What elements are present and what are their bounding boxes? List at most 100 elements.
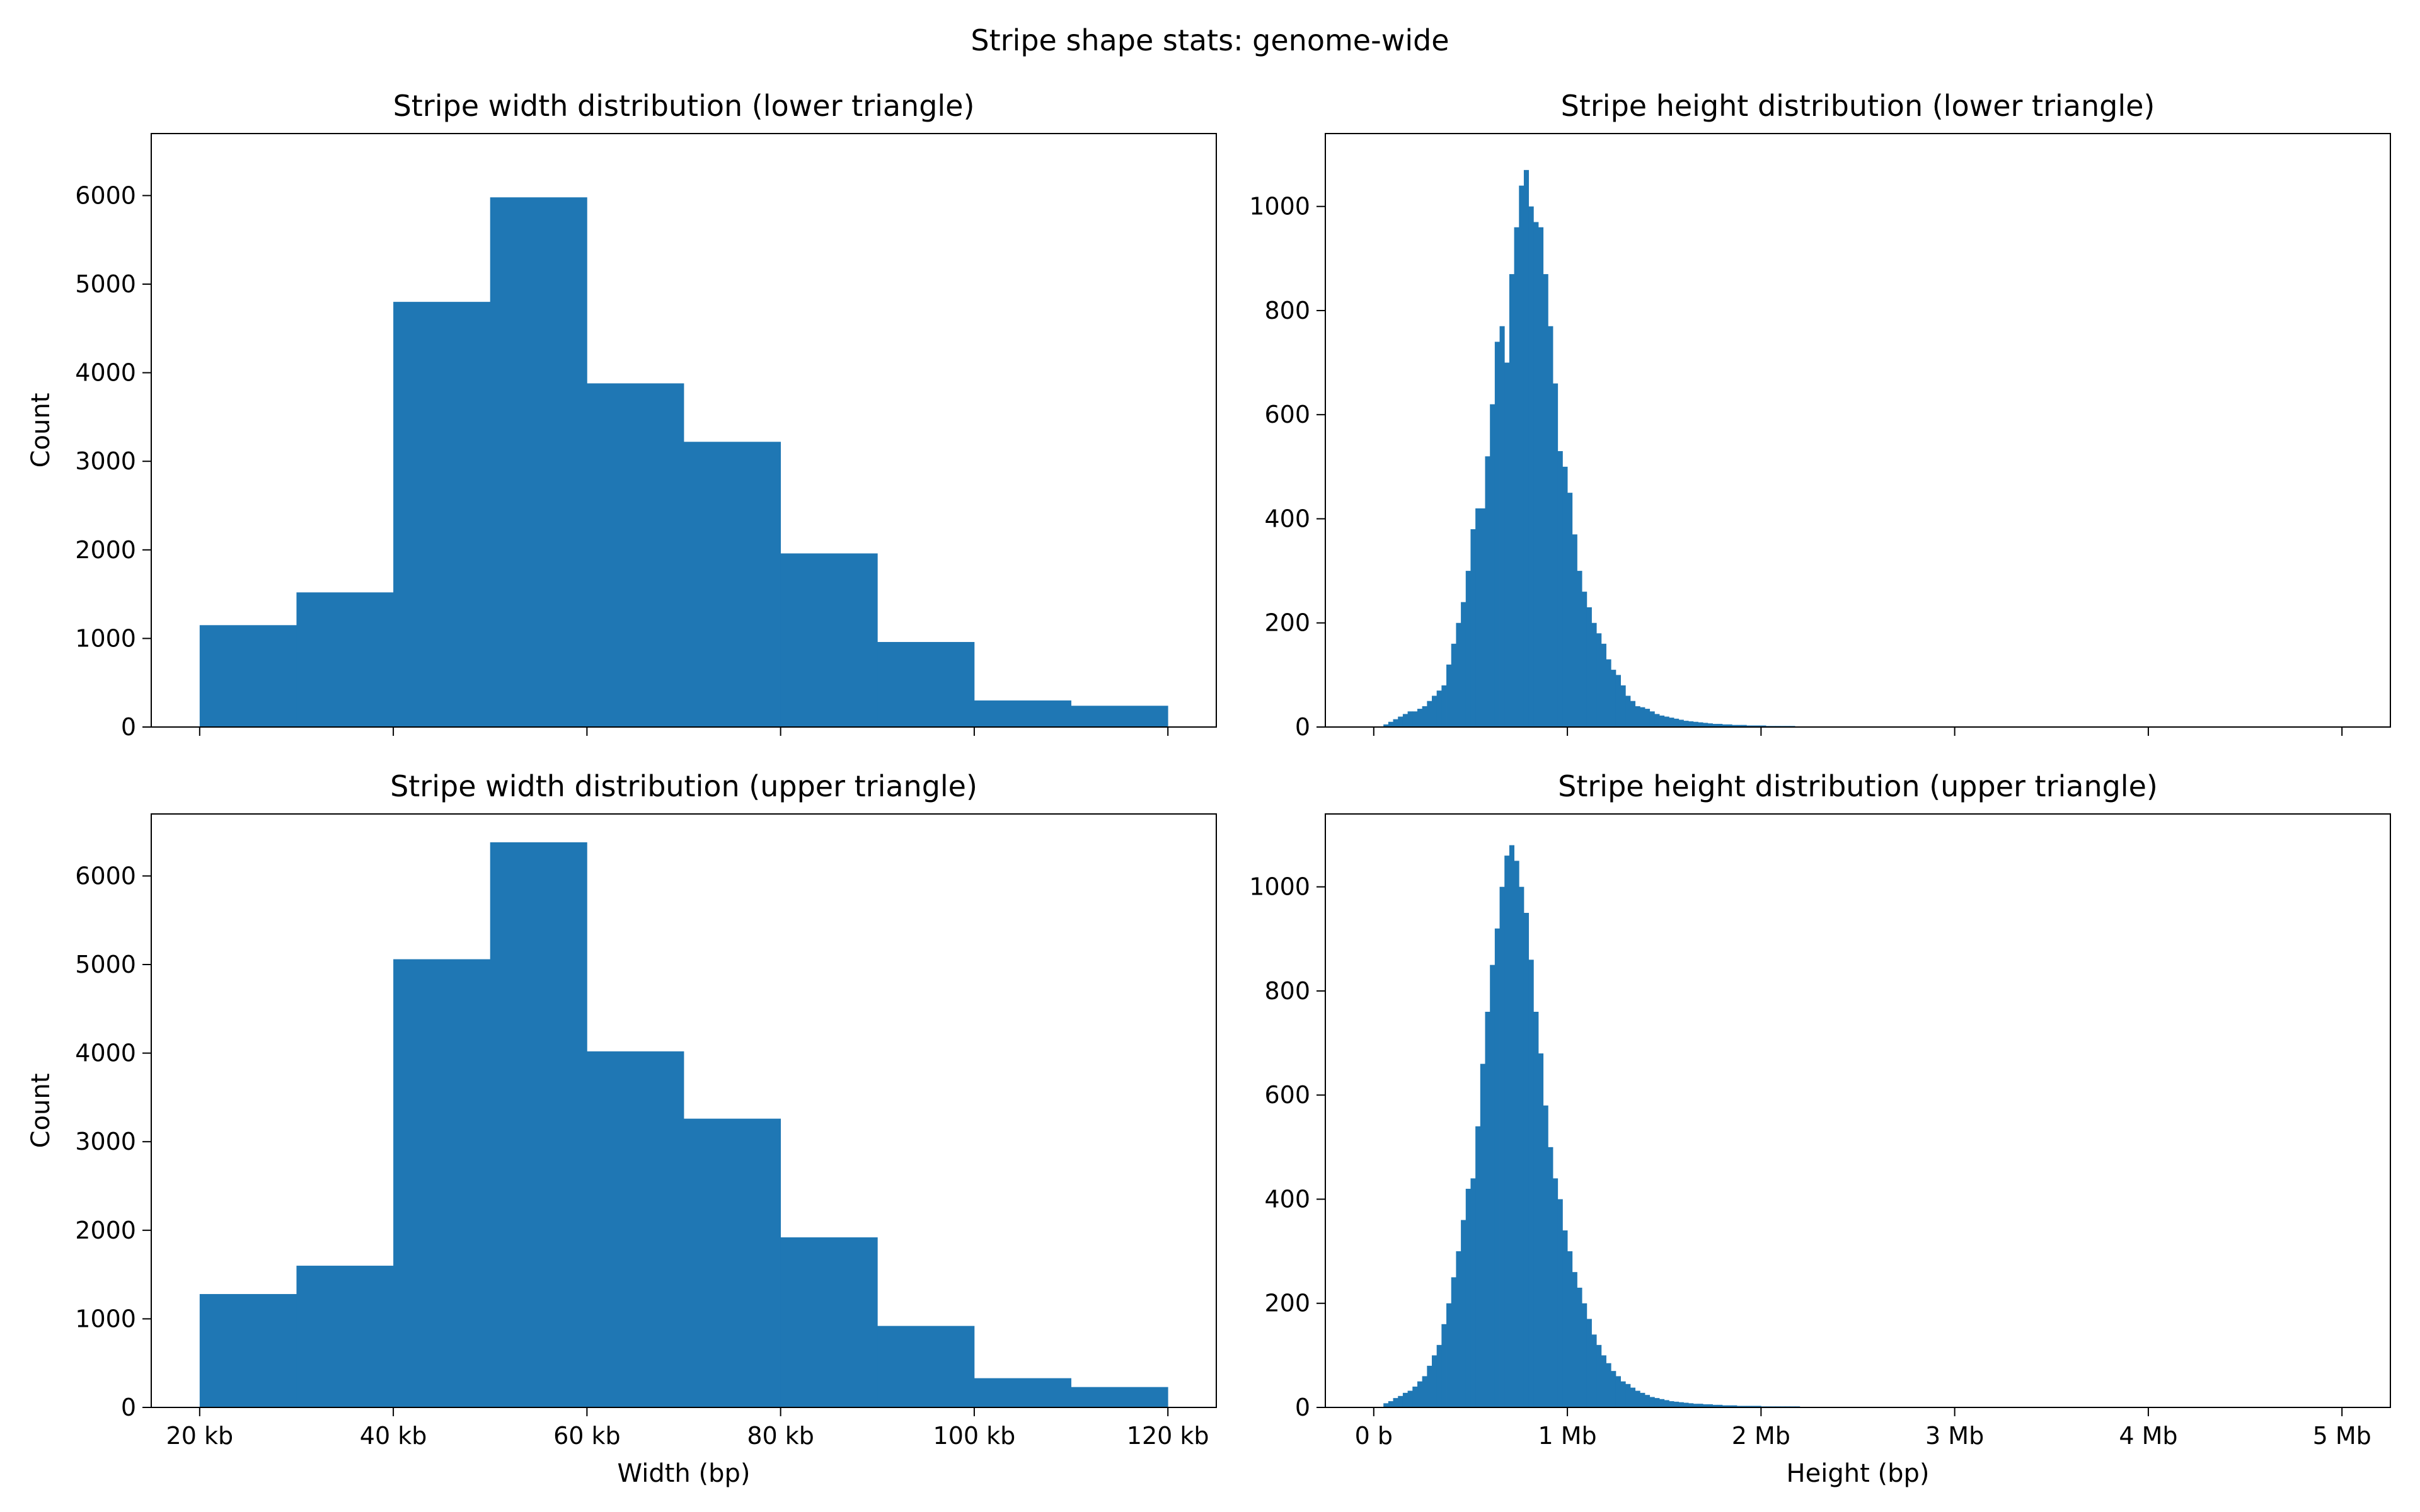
bar [1490,965,1495,1407]
bar [1611,670,1616,727]
bar [1727,724,1732,727]
bar [1451,643,1456,727]
y-tick-label: 6000 [75,862,136,890]
y-tick-label: 2000 [75,1217,136,1244]
bar [1693,721,1698,727]
bar [1659,715,1665,727]
bar [1393,1398,1398,1407]
y-tick-label: 5000 [75,270,136,298]
y-tick-label: 1000 [1249,873,1310,901]
bar [1582,592,1587,727]
bar [1398,716,1403,727]
bar [1432,696,1438,727]
bar [1528,959,1534,1407]
bar [1630,1387,1636,1407]
chart-title: Stripe height distribution (lower triang… [1561,89,2155,123]
bar [1669,1401,1674,1407]
bar [1601,643,1606,727]
bar [1756,1406,1761,1407]
bar [1465,571,1471,727]
bar [1615,1376,1621,1407]
bar [1422,706,1427,727]
bar [1514,227,1519,728]
bar [1635,706,1640,727]
bar [1553,1178,1559,1407]
bar [780,553,878,727]
bar [1461,1220,1466,1407]
bar [1635,1390,1640,1407]
bar [1727,1405,1732,1407]
bar [1640,707,1645,727]
bar [1446,1303,1452,1407]
bar [1451,1277,1456,1407]
bar [1407,711,1413,727]
bar [1441,1324,1447,1407]
bar [1475,508,1481,727]
bar [1674,718,1680,727]
bar [1490,404,1495,727]
bar [296,1266,394,1407]
bar [1071,1387,1168,1407]
bar [1485,1012,1490,1407]
bar [1741,724,1747,727]
bar [1625,1383,1631,1407]
x-axis-label: Height (bp) [1787,1459,1930,1488]
chart-panel-0: Stripe width distribution (lower triangl… [26,89,1217,741]
bar [1567,1251,1573,1407]
bar [1407,1390,1413,1407]
bar [1707,1404,1713,1407]
bar [1683,721,1689,727]
bar [1519,185,1524,727]
bar [1703,723,1708,727]
bar [1751,725,1757,727]
bar [1519,886,1524,1407]
bar [1465,1188,1471,1407]
bar [490,842,587,1407]
bar [1494,928,1500,1407]
bar [1746,725,1752,727]
bar-group [199,197,1168,727]
bar [1436,690,1442,727]
bar [1683,1402,1689,1407]
y-tick-label: 3000 [75,447,136,475]
bar [1475,1126,1481,1407]
x-axis-label: Width (bp) [618,1459,751,1488]
y-tick-label: 0 [121,1394,136,1421]
bar [1436,1344,1442,1407]
bar [1591,1334,1597,1407]
bar [1422,1376,1427,1407]
bar [1712,724,1718,727]
x-tick-label: 40 kb [360,1422,427,1450]
bar [1461,602,1466,727]
bar [1543,274,1548,728]
y-tick-label: 600 [1264,401,1310,428]
bar [1746,1406,1752,1407]
bar [1722,1405,1727,1407]
bar [1412,711,1418,727]
bar [1611,1371,1616,1407]
bar [1567,493,1573,727]
y-tick-label: 1000 [75,1305,136,1332]
bar [1732,1405,1737,1407]
bar [1756,725,1761,727]
bar [1586,1319,1592,1407]
bar [1523,913,1530,1407]
bar [1717,1404,1723,1407]
bar [1446,664,1452,727]
bar [1402,1392,1408,1407]
y-tick-label: 400 [1264,1185,1310,1213]
bar [1582,1303,1587,1407]
bar [1606,659,1611,727]
x-tick-label: 0 b [1355,1422,1393,1450]
x-tick-label: 60 kb [553,1422,621,1450]
bar [1071,706,1168,727]
bar [1383,724,1389,727]
bar [877,642,975,727]
x-tick-label: 20 kb [166,1422,234,1450]
bar [1393,719,1398,727]
bar [1751,1406,1757,1407]
axes-frame [151,813,1217,1408]
bar [1678,1402,1684,1407]
bar [1572,1272,1577,1407]
bar [1470,1178,1476,1407]
